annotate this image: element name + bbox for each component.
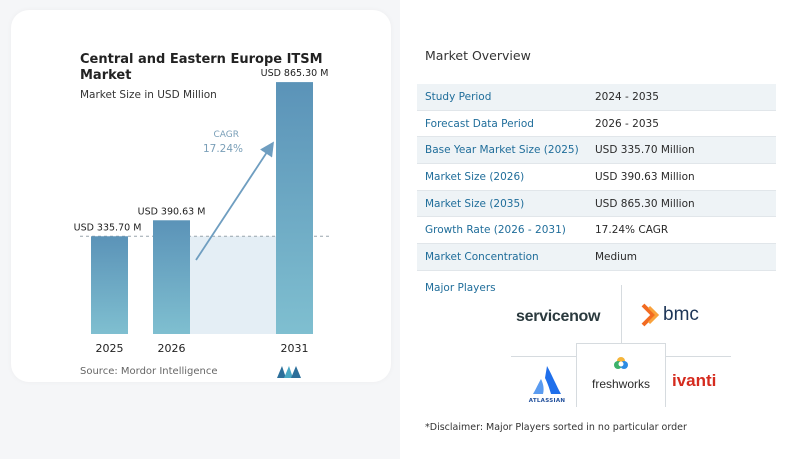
chart-title: Central and Eastern Europe ITSM Market (80, 52, 323, 83)
cagr-arrow (195, 141, 274, 261)
bar-value-label: USD 335.70 M (74, 222, 142, 233)
overview-row: Market Concentration Medium (417, 244, 776, 271)
overview-row: Market Size (2026) USD 390.63 Million (417, 164, 776, 191)
freshworks-logo-text: freshworks (591, 377, 650, 391)
bmc-chevron-icon (641, 303, 660, 327)
players-title: Major Players (425, 282, 496, 294)
overview-row-key: Base Year Market Size (2025) (425, 144, 579, 157)
overview-row-key: Forecast Data Period (425, 117, 534, 130)
baseline-band (190, 236, 276, 334)
freshworks-logo: freshworks (586, 356, 656, 391)
cagr-value: 17.24% (203, 143, 243, 155)
servicenow-logo: servicenow (516, 306, 600, 326)
atlassian-logo: ATLASSIAN (527, 365, 567, 404)
x-tick-label: 2026 (158, 342, 186, 355)
overview-row-key: Study Period (425, 90, 492, 103)
overview-row: Growth Rate (2026 - 2031) 17.24% CAGR (417, 217, 776, 245)
overview-row: Market Size (2035) USD 865.30 Million (417, 190, 776, 218)
overview-row-value: 17.24% CAGR (595, 224, 669, 237)
overview-table: Study Period 2024 - 2035 Forecast Data Per… (417, 84, 776, 271)
overview-row: Forecast Data Period 2026 - 2035 (417, 111, 776, 138)
mordor-intelligence-logo-icon (277, 366, 301, 378)
chart-subtitle: Market Size in USD Million (80, 89, 217, 101)
overview-row: Study Period 2024 - 2035 (417, 84, 776, 111)
bmc-logo-text: bmc (663, 304, 699, 325)
overview-row-value: USD 390.63 Million (595, 170, 695, 183)
cagr-label: CAGR (213, 130, 239, 140)
overview-row-value: 2024 - 2035 (595, 90, 659, 103)
grid-divider (511, 356, 576, 357)
bar-2025 (91, 236, 128, 334)
x-tick-label: 2025 (96, 342, 124, 355)
overview-row: Base Year Market Size (2025) USD 335.70 M… (417, 137, 776, 165)
grid-divider (665, 356, 731, 357)
atlassian-triangle-icon (533, 366, 561, 394)
grid-divider (576, 343, 577, 407)
x-tick-label: 2031 (281, 342, 309, 355)
overview-title: Market Overview (425, 48, 531, 63)
source-text: Source: Mordor Intelligence (80, 366, 218, 377)
ivanti-logo-text: ivanti (672, 371, 717, 390)
market-size-chart: USD 335.70 M 2025 USD 390.63 M 2026 USD 865.… (74, 68, 330, 355)
overview-row-value: Medium (595, 250, 637, 263)
grid-divider (621, 285, 622, 343)
servicenow-logo-text: servicenow (516, 308, 601, 325)
grid-divider (576, 343, 665, 344)
bar-2026 (153, 220, 190, 334)
bar-value-label: USD 390.63 M (138, 206, 206, 217)
disclaimer-text: *Disclaimer: Major Players sorted in no … (425, 422, 687, 433)
bar-2031 (276, 82, 313, 334)
overview-row-key: Market Size (2026) (425, 170, 525, 183)
overview-row-value: USD 865.30 Million (595, 197, 695, 210)
atlassian-logo-text: ATLASSIAN (528, 398, 566, 404)
freshworks-flower-icon (614, 357, 628, 369)
ivanti-logo: ivanti (672, 371, 716, 391)
overview-row-key: Market Size (2035) (425, 197, 525, 210)
bar-value-label: USD 865.30 M (261, 68, 329, 79)
grid-divider (665, 343, 666, 407)
overview-row-value: USD 335.70 Million (595, 144, 695, 157)
overview-panel (400, 0, 800, 459)
overview-row-key: Growth Rate (2026 - 2031) (425, 224, 566, 237)
overview-row-value: 2026 - 2035 (595, 117, 659, 130)
overview-row-key: Market Concentration (425, 250, 539, 263)
bmc-logo: bmc (641, 303, 699, 327)
